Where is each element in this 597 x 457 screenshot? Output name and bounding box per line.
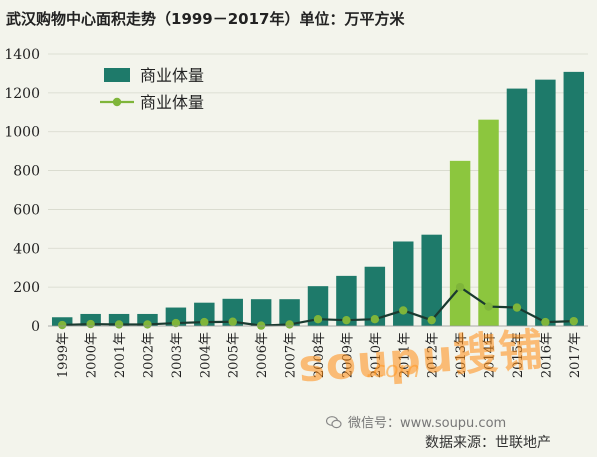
- bar: [535, 79, 556, 326]
- data-point: [569, 316, 578, 326]
- data-point: [399, 306, 408, 315]
- bar: [137, 313, 158, 326]
- y-tick-label: 800: [13, 164, 40, 180]
- y-tick-label: 1400: [4, 47, 40, 63]
- bar: [250, 299, 272, 326]
- y-tick-label: 0: [31, 319, 40, 335]
- data-point: [143, 320, 152, 329]
- bar: [449, 160, 471, 326]
- data-point: [58, 320, 67, 330]
- bar: [279, 299, 300, 326]
- wechat-icon: [326, 416, 342, 429]
- data-point: [114, 320, 124, 329]
- bar: [364, 266, 386, 326]
- x-tick-label: 2016年: [539, 332, 554, 378]
- data-point: [427, 315, 436, 325]
- x-tick-label: 2004年: [198, 332, 213, 378]
- data-point: [484, 302, 493, 311]
- data-point: [370, 315, 380, 324]
- y-tick-label: 400: [13, 241, 40, 257]
- data-point: [200, 317, 209, 327]
- wechat-text: 微信号：www.soupu.com: [348, 416, 507, 431]
- bar: [421, 234, 442, 326]
- line-series: [58, 282, 578, 330]
- x-tick-label: 2009年: [340, 332, 355, 378]
- bar: [336, 275, 357, 326]
- x-tick-label: 2011年: [397, 332, 412, 378]
- x-tick-label: 2006年: [255, 332, 270, 378]
- data-point: [86, 319, 95, 329]
- legend-bar-swatch: [104, 68, 130, 82]
- data-source: 数据来源：世联地产: [425, 435, 551, 451]
- data-point: [512, 303, 522, 312]
- legend-line-marker: [112, 97, 122, 107]
- data-point: [285, 320, 294, 329]
- y-tick-label: 200: [13, 280, 40, 296]
- chart-title: 武汉购物中心面积走势（1999－2017年）单位：万平方米: [6, 10, 405, 28]
- wechat-id: 微信号：www.soupu.com: [326, 412, 506, 431]
- bar: [478, 119, 499, 326]
- y-tick-label: 1200: [4, 86, 40, 102]
- bar: [393, 241, 414, 326]
- y-axis: 0 200 400 600 800 1000 1200 1400: [4, 47, 40, 335]
- x-tick-label: 1999年: [56, 332, 71, 378]
- y-tick-label: 1000: [4, 125, 40, 141]
- x-tick-label: 2013年: [454, 332, 469, 378]
- bar: [307, 286, 329, 326]
- gridlines: [48, 53, 588, 327]
- bar: [563, 71, 585, 326]
- x-tick-label: 2010年: [369, 332, 384, 378]
- data-point: [228, 317, 237, 326]
- bar: [506, 88, 528, 326]
- x-tick-label: 2017年: [568, 332, 583, 378]
- x-tick-label: 2002年: [141, 332, 156, 378]
- x-tick-label: 2000年: [85, 332, 100, 378]
- x-tick-label: 2015年: [511, 332, 526, 378]
- data-point: [313, 315, 323, 324]
- x-tick-label: 2012年: [426, 332, 441, 378]
- legend-line-label: 商业体量: [140, 93, 204, 112]
- data-point: [455, 282, 465, 292]
- x-tick-label: 2005年: [227, 332, 242, 378]
- bar: [165, 307, 187, 326]
- watermark-domain: .com: [366, 358, 420, 383]
- x-tick-label: 2008年: [312, 332, 327, 378]
- data-point: [342, 315, 351, 325]
- bar: [108, 313, 130, 326]
- x-axis: 1999年 2000年 2001年 2002年 2003年 2004年 2005年 2006年…: [48, 325, 588, 378]
- x-tick-label: 2014年: [483, 332, 498, 378]
- data-point: [541, 317, 550, 327]
- bar: [194, 302, 215, 326]
- x-tick-label: 2001年: [113, 332, 128, 378]
- x-tick-label: 2003年: [170, 332, 185, 378]
- bars: [51, 71, 585, 326]
- y-tick-label: 600: [13, 202, 40, 218]
- legend-bar-label: 商业体量: [140, 66, 204, 85]
- x-tick-label: 2007年: [284, 332, 299, 378]
- data-point: [171, 318, 181, 328]
- bar: [222, 298, 243, 326]
